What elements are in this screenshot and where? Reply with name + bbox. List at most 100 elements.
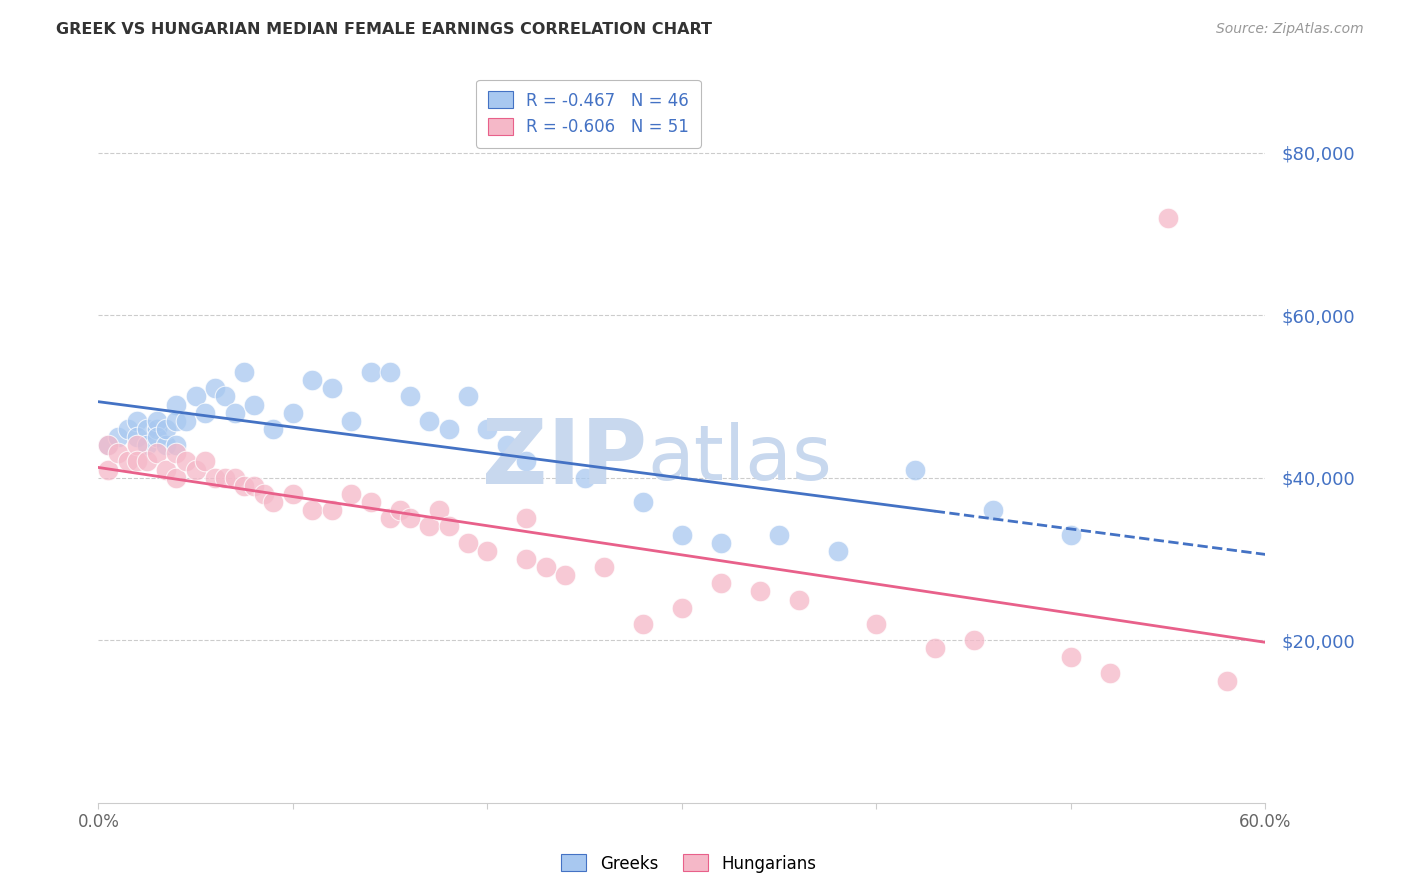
Point (243, 479, 266, 493)
Point (97, 438, 120, 452)
Point (321, 503, 343, 517)
Point (136, 422, 159, 436)
Point (127, 454, 149, 468)
Point (710, 535, 733, 549)
Point (418, 414, 440, 428)
Point (554, 568, 576, 582)
Point (127, 430, 149, 444)
Point (127, 414, 149, 428)
Point (194, 454, 217, 468)
Point (262, 422, 284, 436)
Text: Source: ZipAtlas.com: Source: ZipAtlas.com (1216, 22, 1364, 37)
Point (146, 446, 169, 460)
Point (214, 471, 236, 485)
Point (301, 373, 323, 387)
Point (1060, 527, 1083, 541)
Point (194, 406, 217, 420)
Point (378, 365, 402, 379)
Point (398, 511, 420, 525)
Point (340, 487, 363, 501)
Point (204, 381, 226, 395)
Point (165, 398, 187, 412)
Point (631, 617, 654, 632)
Point (155, 422, 177, 436)
Point (127, 438, 149, 452)
Point (388, 503, 411, 517)
Text: GREEK VS HUNGARIAN MEDIAN FEMALE EARNINGS CORRELATION CHART: GREEK VS HUNGARIAN MEDIAN FEMALE EARNING… (56, 22, 713, 37)
Point (107, 430, 129, 444)
Point (340, 414, 363, 428)
Point (593, 560, 616, 574)
Point (427, 503, 450, 517)
Point (233, 479, 256, 493)
Point (495, 438, 517, 452)
Point (1060, 649, 1083, 664)
Point (165, 414, 187, 428)
Point (117, 454, 139, 468)
Point (117, 422, 139, 436)
Point (671, 527, 693, 541)
Point (165, 446, 187, 460)
Point (146, 430, 169, 444)
Point (457, 389, 479, 403)
Point (146, 422, 169, 436)
Point (224, 471, 246, 485)
Point (107, 446, 129, 460)
Point (184, 389, 207, 403)
Point (174, 454, 197, 468)
Point (184, 462, 207, 476)
Point (574, 471, 596, 485)
Point (136, 438, 159, 452)
Point (962, 633, 984, 648)
Point (281, 406, 304, 420)
Point (1098, 665, 1121, 680)
Point (214, 389, 236, 403)
Point (1215, 673, 1237, 688)
Point (534, 560, 557, 574)
Point (437, 422, 460, 436)
Point (710, 576, 733, 591)
Point (262, 495, 284, 509)
Point (865, 617, 887, 632)
Point (253, 487, 276, 501)
Point (224, 406, 246, 420)
Point (360, 365, 382, 379)
Point (321, 381, 343, 395)
Point (457, 535, 479, 549)
Point (981, 503, 1004, 517)
Point (827, 544, 849, 558)
Point (165, 438, 187, 452)
Legend: Greeks, Hungarians: Greeks, Hungarians (555, 847, 823, 880)
Point (398, 389, 420, 403)
Point (671, 600, 693, 615)
Point (204, 471, 226, 485)
Point (146, 414, 169, 428)
Point (477, 422, 499, 436)
Point (136, 454, 159, 468)
Point (97, 462, 120, 476)
Point (768, 527, 790, 541)
Point (904, 462, 927, 476)
Point (515, 552, 537, 566)
Text: ZIP: ZIP (482, 415, 647, 503)
Point (1157, 211, 1180, 225)
Point (155, 462, 177, 476)
Text: atlas: atlas (647, 422, 832, 496)
Point (787, 592, 810, 607)
Point (515, 454, 537, 468)
Point (301, 503, 323, 517)
Point (631, 495, 654, 509)
Point (281, 487, 304, 501)
Point (360, 495, 382, 509)
Point (165, 471, 187, 485)
Point (437, 519, 460, 533)
Legend: R = -0.467   N = 46, R = -0.606   N = 51: R = -0.467 N = 46, R = -0.606 N = 51 (477, 79, 700, 148)
Point (418, 519, 440, 533)
Point (97, 438, 120, 452)
Point (748, 584, 770, 599)
Point (243, 398, 266, 412)
Point (515, 511, 537, 525)
Point (477, 544, 499, 558)
Point (924, 641, 946, 656)
Point (233, 365, 256, 379)
